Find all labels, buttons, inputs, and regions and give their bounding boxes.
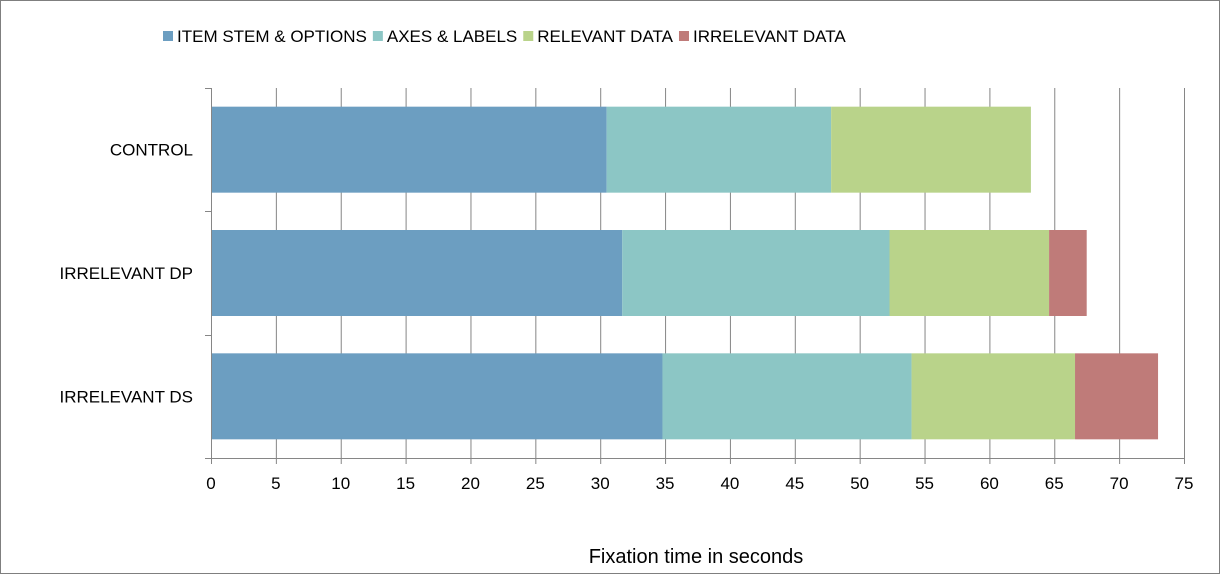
bar-irrelevant-dp-irrelevant-data xyxy=(1049,230,1087,316)
legend-swatch-relevant-data xyxy=(523,31,534,41)
legend-label-relevant-data: RELEVANT DATA xyxy=(537,27,673,46)
legend-swatch-irrelevant-data xyxy=(678,31,689,41)
x-tick-label: 25 xyxy=(526,474,545,493)
bar-irrelevant-ds-item-stem-and-options xyxy=(211,353,663,440)
x-tick-label: 55 xyxy=(915,474,934,493)
bar-irrelevant-ds-axes-and-labels xyxy=(662,353,912,440)
x-tick-label: 10 xyxy=(331,474,350,493)
category-label-irrelevant-dp: IRRELEVANT DP xyxy=(59,264,193,283)
bar-irrelevant-dp-item-stem-and-options xyxy=(211,230,623,316)
legend-swatch-item-stem-and-options xyxy=(163,31,173,41)
x-tick-label: 5 xyxy=(271,474,280,493)
x-tick-label: 70 xyxy=(1110,474,1129,493)
x-tick-label: 15 xyxy=(396,474,415,493)
axes: 0 5 10 15 20 25 30 35 40 45 50 55 60 65 70 75 CONTROL IRR… xyxy=(59,88,1193,493)
bar-control-item-stem-and-options xyxy=(211,106,607,193)
legend-swatch-axes-and-labels xyxy=(372,31,383,41)
x-tick-label: 75 xyxy=(1175,474,1194,493)
bars xyxy=(211,106,1159,440)
x-tick-label: 45 xyxy=(785,474,804,493)
bar-irrelevant-dp-relevant-data xyxy=(889,230,1050,316)
category-label-irrelevant-ds: IRRELEVANT DS xyxy=(59,387,193,406)
x-axis-title: Fixation time in seconds xyxy=(589,546,804,568)
legend: ITEM STEM & OPTIONS AXES & LABELS RELEVANT… xyxy=(163,27,846,46)
x-tick-label: 20 xyxy=(461,474,480,493)
legend-label-axes-and-labels: AXES & LABELS xyxy=(387,27,517,46)
bar-irrelevant-ds-irrelevant-data xyxy=(1075,353,1159,440)
bar-control-relevant-data xyxy=(831,106,1031,193)
legend-label-item-stem-and-options: ITEM STEM & OPTIONS xyxy=(177,27,367,46)
x-tick-label: 35 xyxy=(656,474,675,493)
bar-irrelevant-dp-axes-and-labels xyxy=(622,230,890,316)
category-label-control: CONTROL xyxy=(110,141,193,160)
x-tick-label: 30 xyxy=(591,474,610,493)
legend-label-irrelevant-data: IRRELEVANT DATA xyxy=(693,27,846,46)
bar-irrelevant-ds-relevant-data xyxy=(911,353,1076,440)
x-tick-label: 0 xyxy=(206,474,215,493)
x-tick-label: 65 xyxy=(1045,474,1064,493)
x-tick-label: 40 xyxy=(720,474,739,493)
bar-control-axes-and-labels xyxy=(606,106,832,193)
x-tick-label: 60 xyxy=(980,474,999,493)
x-tick-label: 50 xyxy=(850,474,869,493)
